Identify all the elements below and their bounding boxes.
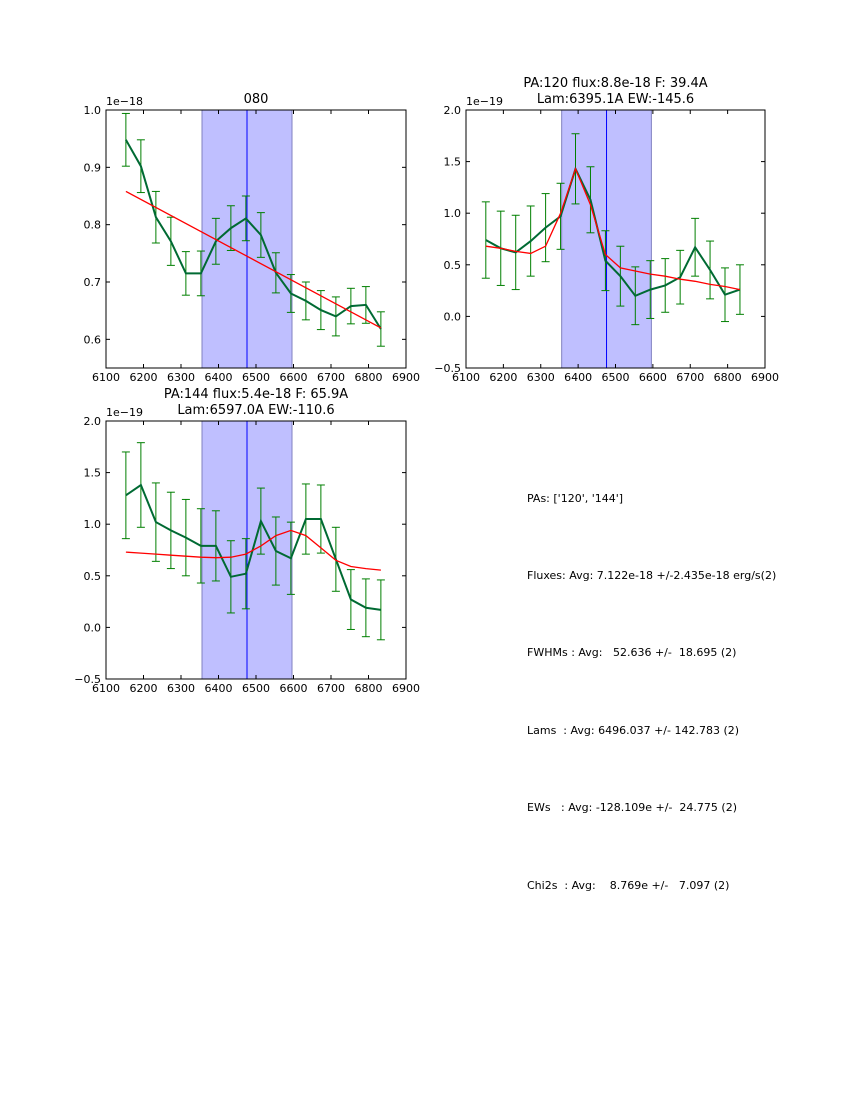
- y-tick-label: −0.5: [74, 673, 101, 686]
- x-tick-label: 6900: [392, 371, 420, 384]
- x-tick-label: 6200: [130, 371, 158, 384]
- x-tick-label: 6200: [489, 371, 517, 384]
- fit-line: [125, 529, 381, 571]
- y-tick-label: 0.5: [444, 259, 462, 272]
- x-tick-label: 6300: [167, 682, 195, 695]
- chart-title: Lam:6395.1A EW:-145.6: [537, 92, 694, 107]
- y-tick-label: 0.7: [84, 276, 102, 289]
- x-tick-label: 6100: [452, 371, 480, 384]
- fit-line: [485, 166, 741, 291]
- summary-fluxes: Fluxes: Avg: 7.122e-18 +/-2.435e-18 erg/…: [527, 568, 777, 582]
- panel-pa144: 6100 6200 6300 6400 6500 6600 6700 6800 6900 −0.5…: [74, 387, 420, 695]
- x-tick-label: 6100: [92, 371, 120, 384]
- plot-area: [481, 110, 744, 368]
- y-offset-label: 1e−19: [106, 406, 143, 419]
- summary-lams: Lams : Avg: 6496.037 +/- 142.783 (2): [527, 723, 740, 737]
- summary-stats: PAs: ['120', '144'] Fluxes: Avg: 7.122e-…: [527, 434, 776, 924]
- y-tick-label: 1.5: [84, 467, 102, 480]
- x-tick-label: 6700: [676, 371, 704, 384]
- x-tick-label: 6300: [167, 371, 195, 384]
- summary-fwhms: FWHMs : Avg: 52.636 +/- 18.695 (2): [527, 646, 737, 660]
- chart-title: Lam:6597.0A EW:-110.6: [177, 403, 334, 418]
- y-tick-label: 1.0: [444, 207, 462, 220]
- y-tick-label: 0.6: [84, 333, 102, 346]
- x-tick-label: 6400: [564, 371, 592, 384]
- fit-line: [125, 190, 382, 329]
- chart-title: PA:120 flux:8.8e-18 F: 39.4A: [523, 76, 707, 91]
- y-offset-label: 1e−19: [466, 95, 503, 108]
- y-tick-label: 0.8: [84, 219, 102, 232]
- x-tick-label: 6900: [751, 371, 779, 384]
- y-tick-label: 2.0: [84, 415, 102, 428]
- y-tick-label: −0.5: [434, 362, 461, 375]
- x-tick-label: 6400: [205, 682, 233, 695]
- x-tick-label: 6400: [205, 371, 233, 384]
- chart-title: 080: [244, 92, 269, 107]
- x-tick-label: 6700: [317, 682, 345, 695]
- x-tick-label: 6600: [639, 371, 667, 384]
- data-line: [485, 166, 741, 298]
- x-tick-label: 6800: [355, 682, 383, 695]
- y-tick-label: 0.9: [84, 161, 102, 174]
- data-line: [125, 139, 382, 330]
- y-tick-label: 1.0: [84, 518, 102, 531]
- chart-title: PA:144 flux:5.4e-18 F: 65.9A: [164, 387, 348, 402]
- panel-080: 6100 6200 6300 6400 6500 6600 6700 6800 6900 0.6 0…: [84, 92, 421, 384]
- y-tick-label: 0.0: [444, 310, 462, 323]
- y-tick-label: 1.0: [84, 104, 102, 117]
- y-offset-label: 1e−18: [106, 95, 143, 108]
- x-tick-label: 6700: [317, 371, 345, 384]
- y-tick-label: 0.5: [84, 570, 102, 583]
- x-tick-label: 6300: [527, 371, 555, 384]
- y-tick-label: 1.5: [444, 156, 462, 169]
- data-line: [125, 483, 382, 611]
- y-tick-label: 0.0: [84, 621, 102, 634]
- x-tick-label: 6600: [280, 371, 308, 384]
- x-tick-label: 6100: [92, 682, 120, 695]
- x-tick-label: 6800: [714, 371, 742, 384]
- x-tick-label: 6600: [280, 682, 308, 695]
- x-tick-label: 6200: [130, 682, 158, 695]
- plot-area: [121, 421, 385, 679]
- panel-pa120: 6100 6200 6300 6400 6500 6600 6700 6800 6900 −0.5…: [434, 76, 779, 384]
- x-tick-label: 6900: [392, 682, 420, 695]
- errorbar: [121, 112, 130, 167]
- x-tick-label: 6800: [355, 371, 383, 384]
- plot-area: [121, 110, 385, 368]
- summary-pas: PAs: ['120', '144']: [527, 491, 624, 505]
- summary-chi2s: Chi2s : Avg: 8.769e +/- 7.097 (2): [527, 878, 730, 892]
- x-tick-label: 6500: [242, 371, 270, 384]
- y-tick-label: 2.0: [444, 104, 462, 117]
- x-tick-label: 6500: [602, 371, 630, 384]
- errorbar: [121, 451, 130, 540]
- x-tick-label: 6500: [242, 682, 270, 695]
- summary-ews: EWs : Avg: -128.109e +/- 24.775 (2): [527, 801, 737, 815]
